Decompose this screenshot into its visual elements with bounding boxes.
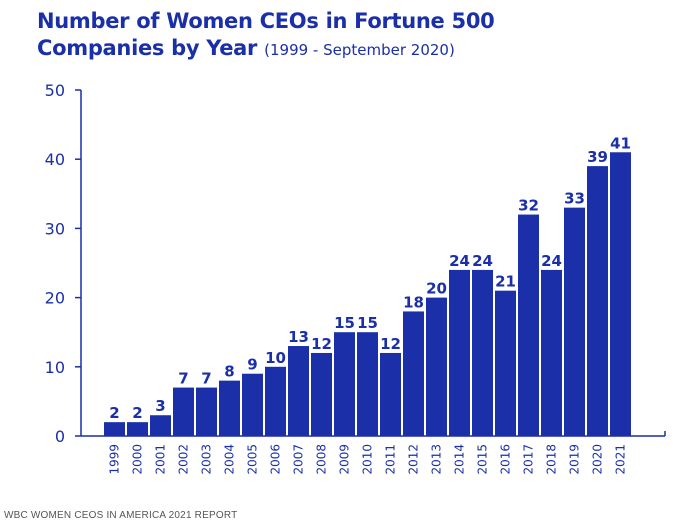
bar-value-label: 2: [132, 404, 142, 422]
y-tick-label: 20: [45, 289, 65, 308]
y-tick-label: 50: [45, 81, 65, 100]
bar: [173, 387, 194, 436]
bar: [564, 207, 585, 436]
x-tick-label: 2016: [499, 444, 513, 475]
x-tick-label: 2004: [223, 444, 237, 475]
bar: [403, 311, 424, 436]
x-tick-label: 2000: [131, 444, 145, 475]
x-tick-label: 2008: [315, 444, 329, 475]
chart-bars: [104, 152, 631, 436]
source-caption: WBC WOMEN CEOS IN AMERICA 2021 REPORT: [4, 510, 238, 521]
bar: [587, 166, 608, 436]
x-tick-label: 2019: [568, 444, 582, 475]
bar: [380, 352, 401, 436]
y-tick-label: 30: [45, 219, 65, 238]
title-line-2: Companies by Year (1999 - September 2020…: [37, 35, 494, 64]
title-line-2-main: Companies by Year: [37, 36, 258, 60]
x-tick-label: 2007: [292, 444, 306, 475]
bar-value-label: 24: [449, 252, 470, 270]
x-tick-label: 2013: [430, 444, 444, 475]
bar: [495, 290, 516, 436]
bar-value-label: 41: [610, 134, 631, 152]
bar-value-label: 9: [247, 356, 257, 374]
x-tick-label: 2018: [545, 444, 559, 475]
chart-y-tick-labels: 0 10 20 30 40 50: [45, 81, 65, 446]
bar: [219, 380, 240, 436]
bar-value-label: 32: [518, 197, 539, 215]
x-tick-label: 2010: [361, 444, 375, 475]
x-tick-label: 1999: [108, 444, 122, 475]
bar: [265, 366, 286, 436]
bar-value-label: 21: [495, 273, 516, 291]
x-tick-label: 2015: [476, 444, 490, 475]
x-tick-label: 2003: [200, 444, 214, 475]
bar: [426, 297, 447, 436]
bar-value-label: 24: [472, 252, 493, 270]
bar: [196, 387, 217, 436]
x-tick-label: 2017: [522, 444, 536, 475]
bar: [541, 269, 562, 436]
bar: [127, 422, 148, 436]
bar-value-label: 2: [109, 404, 119, 422]
bar: [311, 352, 332, 436]
x-tick-label: 2002: [177, 444, 191, 475]
bar-value-label: 33: [564, 190, 585, 208]
bar-value-label: 15: [357, 314, 378, 332]
bar-value-label: 7: [178, 370, 188, 388]
y-tick-label: 40: [45, 150, 65, 169]
bar-value-label: 15: [334, 314, 355, 332]
x-tick-label: 2006: [269, 444, 283, 475]
bar: [449, 269, 470, 436]
bar: [334, 332, 355, 436]
bar-value-label: 7: [201, 370, 211, 388]
chart-x-tick-labels: 1999 2000 2001 2002 2003 2004 2005 2006 2007 2008…: [108, 444, 628, 475]
bar-value-label: 13: [288, 328, 309, 346]
x-tick-label: 2001: [154, 444, 168, 475]
bar-value-label: 10: [265, 349, 286, 367]
bar-value-label: 20: [426, 280, 447, 298]
bar-value-label: 24: [541, 252, 562, 270]
bar: [518, 214, 539, 436]
y-tick-label: 0: [55, 427, 65, 446]
bar: [150, 415, 171, 436]
x-tick-label: 2005: [246, 444, 260, 475]
x-tick-label: 2009: [338, 444, 352, 475]
bar: [242, 373, 263, 436]
bar: [472, 269, 493, 436]
bar-value-label: 39: [587, 148, 608, 166]
bar-value-label: 18: [403, 293, 424, 311]
x-tick-label: 2012: [407, 444, 421, 475]
bar: [288, 346, 309, 436]
x-tick-label: 2020: [591, 444, 605, 475]
bar-value-label: 12: [380, 335, 401, 353]
title-line-1: Number of Women CEOs in Fortune 500: [37, 9, 495, 33]
bar: [610, 152, 631, 436]
x-tick-label: 2014: [453, 444, 467, 475]
bar-value-label: 12: [311, 335, 332, 353]
x-tick-label: 2021: [614, 444, 628, 475]
y-tick-label: 10: [45, 358, 65, 377]
bar: [104, 422, 125, 436]
bar: [357, 332, 378, 436]
bar-value-label: 8: [224, 363, 234, 381]
bar-value-label: 3: [155, 397, 165, 415]
title-subtitle: (1999 - September 2020): [264, 41, 455, 59]
x-tick-label: 2011: [384, 444, 398, 475]
chart-title: Number of Women CEOs in Fortune 500 Comp…: [37, 8, 495, 64]
